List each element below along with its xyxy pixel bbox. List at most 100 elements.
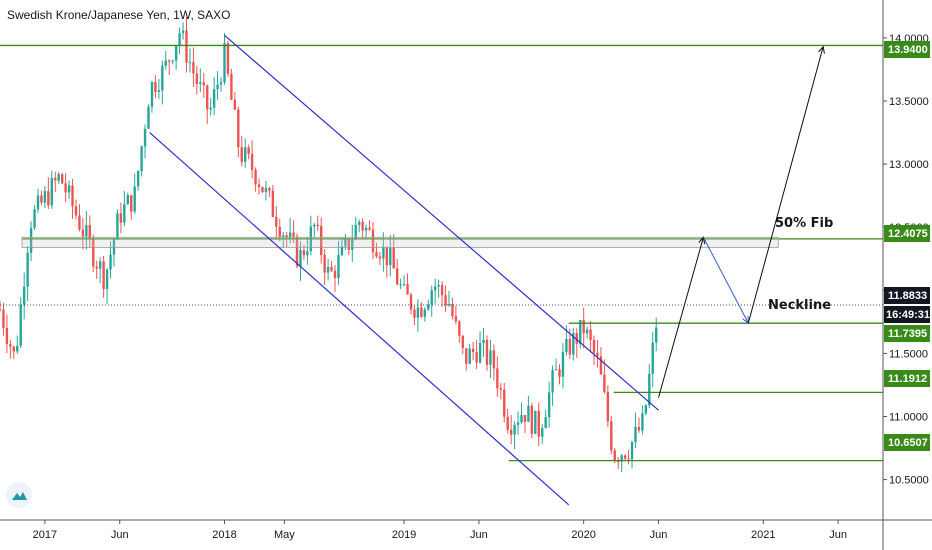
fib-label: 50% Fib <box>775 216 833 231</box>
projection-segment <box>747 46 824 324</box>
x-tick-label: Jun <box>111 529 129 541</box>
candle-body <box>78 215 81 230</box>
candle-body <box>109 254 112 270</box>
candle-body <box>26 252 29 287</box>
candle-body <box>371 229 375 253</box>
candle-body <box>268 187 271 191</box>
candle-body <box>261 187 264 193</box>
candle-body <box>568 338 572 355</box>
candle-body <box>523 415 527 422</box>
candle-body <box>399 284 402 286</box>
candle-body <box>395 268 399 285</box>
candle-body <box>592 339 596 353</box>
candle-body <box>199 82 202 84</box>
candle-body <box>161 65 164 91</box>
candle-body <box>623 455 627 459</box>
candle-body <box>447 304 451 306</box>
candle-body <box>195 73 199 84</box>
candle-body <box>206 85 209 110</box>
candle-body <box>302 250 306 256</box>
candle-body <box>503 389 506 417</box>
candle-body <box>375 252 378 257</box>
x-tick-label: May <box>274 529 295 541</box>
candle-body <box>610 421 613 451</box>
candle-body <box>471 348 475 353</box>
candle-body <box>140 146 143 172</box>
candle-body <box>250 153 254 170</box>
candle-body <box>344 239 347 247</box>
candle-body <box>81 229 85 237</box>
candle-body <box>627 458 630 460</box>
candle-body <box>157 90 161 92</box>
candle-body <box>98 261 102 269</box>
candle-body <box>19 304 22 346</box>
tag-last-bg <box>884 287 930 304</box>
candle-body <box>509 429 513 435</box>
fib-zone <box>21 236 779 248</box>
candle-body <box>655 327 658 343</box>
candle-body <box>558 369 561 377</box>
candle-body <box>651 342 654 374</box>
candle-body <box>174 45 178 61</box>
candle-body <box>12 346 16 352</box>
candle-body <box>209 107 212 110</box>
candle-body <box>306 251 309 256</box>
candle-body <box>478 342 482 363</box>
candle-body <box>427 304 430 310</box>
candle-body <box>520 415 523 423</box>
candle-body <box>0 309 2 311</box>
candle-body <box>420 307 423 317</box>
candle-body <box>54 177 57 181</box>
candle-body <box>454 316 458 322</box>
candle-body <box>357 221 361 225</box>
candle-body <box>282 235 285 237</box>
candle-body <box>257 184 261 188</box>
candle-body <box>85 225 88 237</box>
candle-body <box>423 309 427 317</box>
x-tick-label: Jun <box>829 529 847 541</box>
candle-body <box>316 224 319 227</box>
x-tick-label: Jun <box>650 529 668 541</box>
candle-body <box>437 285 440 287</box>
candle-body <box>516 422 520 425</box>
candle-body <box>64 183 67 193</box>
candle-body <box>102 261 105 289</box>
candle-body <box>164 60 167 66</box>
candle-body <box>430 290 433 305</box>
candle-body <box>402 284 406 286</box>
candle-body <box>409 294 413 310</box>
y-tick-label: 10.5000 <box>889 475 929 487</box>
candle-body <box>461 335 464 349</box>
candle-body <box>392 247 395 269</box>
candle-body <box>579 320 582 344</box>
candle-body <box>444 295 447 306</box>
candle-body <box>326 267 330 273</box>
tag-support-bg <box>884 370 930 387</box>
candle-body <box>188 62 192 64</box>
candle-body <box>340 246 344 256</box>
candle-body <box>641 413 644 431</box>
candle-body <box>544 417 547 429</box>
candle-body <box>147 106 150 129</box>
candle-body <box>406 284 409 295</box>
candle-body <box>181 30 185 34</box>
candle-body <box>416 307 420 318</box>
chart-title: Swedish Krone/Japanese Yen, 1W, SAXO <box>7 8 231 22</box>
candle-body <box>95 266 98 269</box>
candle-body <box>2 309 5 328</box>
candle-body <box>433 286 437 291</box>
candle-body <box>492 350 496 369</box>
candle-body <box>71 185 74 207</box>
candle-body <box>233 99 237 110</box>
candle-body <box>295 236 299 267</box>
candle-body <box>620 455 623 462</box>
y-tick-label: 11.0000 <box>889 412 928 424</box>
x-tick-label: 2019 <box>392 529 416 541</box>
candle-body <box>22 286 26 305</box>
candle-body <box>171 60 174 62</box>
x-tick-label: 2018 <box>212 529 236 541</box>
candle-body <box>240 147 243 162</box>
projection-arrowhead <box>742 316 749 325</box>
